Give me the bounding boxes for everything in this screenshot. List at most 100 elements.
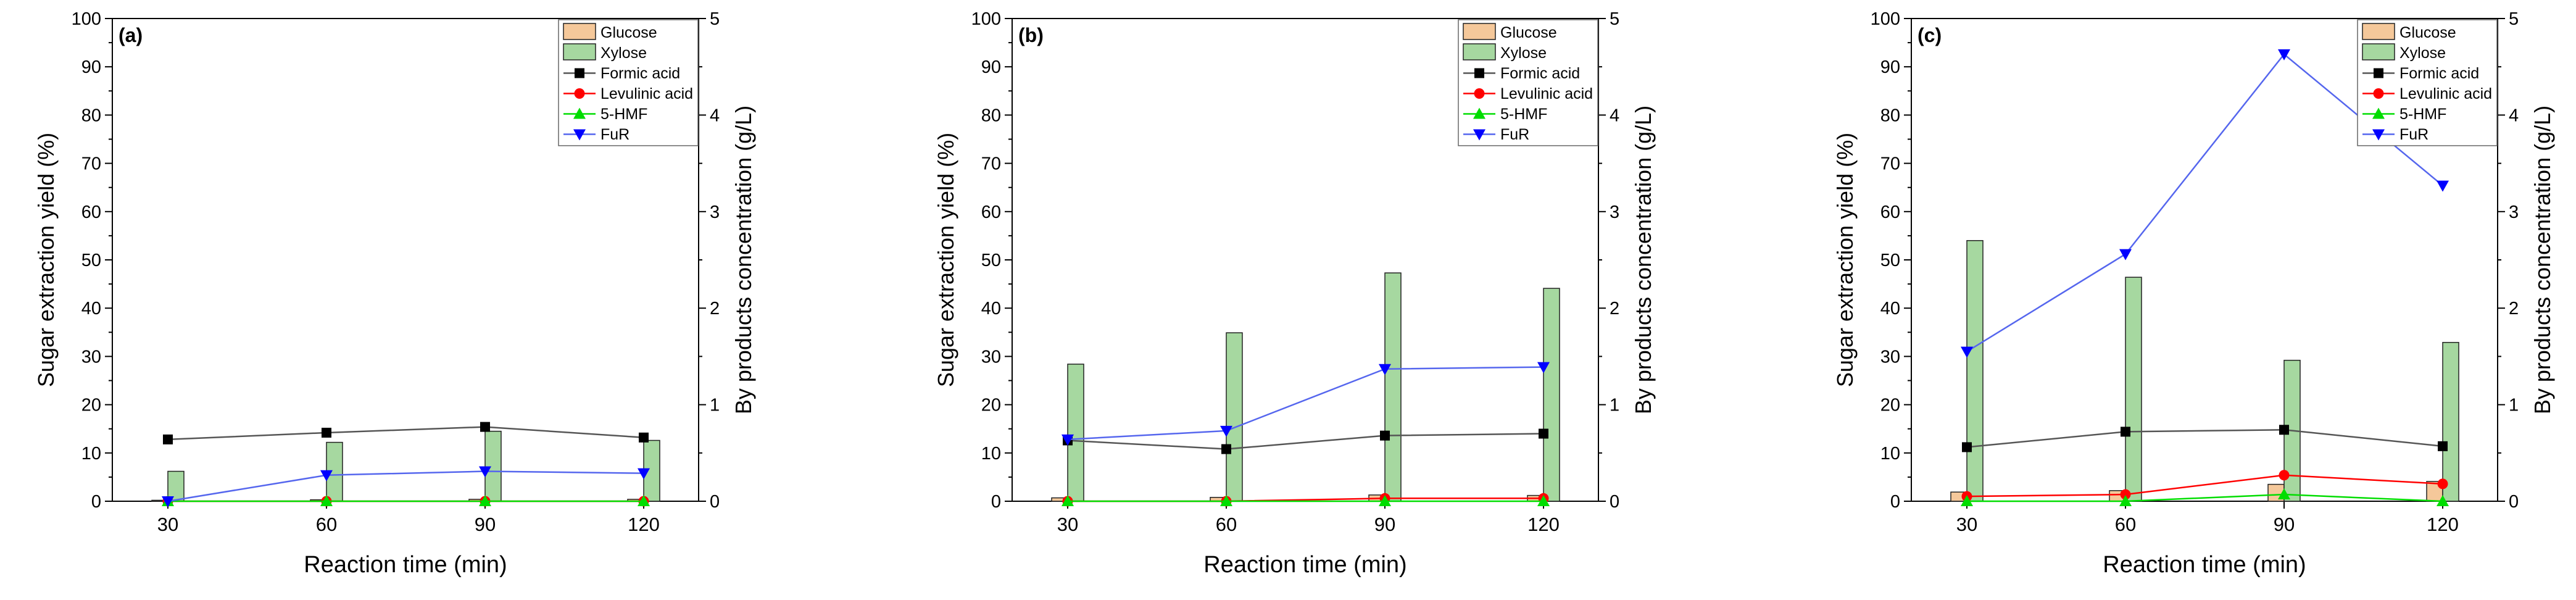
y-tick-label: 20 <box>1880 396 1900 415</box>
5-hmf-point <box>1220 495 1232 506</box>
5-hmf-point <box>320 495 333 506</box>
xylose-bar <box>1384 272 1402 502</box>
y2-tick-label: 0 <box>2509 492 2519 512</box>
formic-acid-line <box>167 426 644 441</box>
fur-point <box>479 466 491 478</box>
y-tick-label: 30 <box>81 347 101 367</box>
levulinic-acid-line <box>1966 474 2443 498</box>
legend-label: Formic acid <box>2399 65 2479 82</box>
y-tick-label: 60 <box>81 202 101 222</box>
x-tick-label: 90 <box>475 514 496 535</box>
x-tick-label: 60 <box>316 514 337 535</box>
5-hmf-point <box>1537 495 1550 506</box>
y-tick-label: 100 <box>971 9 1001 29</box>
xylose-bar <box>167 470 185 502</box>
formic-acid-point <box>2121 427 2130 437</box>
y2-tick-label: 3 <box>710 202 720 222</box>
y2-tick-label: 1 <box>2509 396 2519 415</box>
legend: Glucose Xylose Formic acid Levulinic acid 5-… <box>558 19 699 146</box>
y-tick-label: 40 <box>81 299 101 319</box>
x-tick-label: 60 <box>1216 514 1237 535</box>
formic-acid-point <box>1962 442 1972 452</box>
legend-label: Levulinic acid <box>600 85 693 102</box>
panel-c: 0 10 20 30 40 50 60 70 80 90 100 0 1 2 3 4 5 30 60 90 120 Rea… <box>1832 9 2555 578</box>
legend-marker <box>573 107 586 119</box>
5-hmf-point <box>2119 495 2132 506</box>
legend-label: Formic acid <box>600 65 680 82</box>
formic-acid-point <box>322 427 331 438</box>
fur-point <box>1961 346 1973 358</box>
y2-tick-label: 2 <box>2509 299 2519 319</box>
y-tick-label: 10 <box>1880 444 1900 464</box>
legend-marker <box>2372 107 2385 119</box>
5-hmf-point <box>2437 495 2449 506</box>
x-tick-label: 30 <box>1057 514 1078 535</box>
fur-point <box>2119 249 2132 260</box>
y2-tick-label: 0 <box>710 492 720 512</box>
formic-acid-point <box>1539 428 1548 439</box>
x-tick-label: 90 <box>1374 514 1395 535</box>
y-tick-label: 80 <box>1880 106 1900 125</box>
y2-tick-label: 4 <box>1610 106 1619 125</box>
legend-swatch <box>1463 23 1496 40</box>
y-tick-label: 0 <box>991 492 1001 512</box>
legend-box <box>558 19 699 146</box>
legend-marker <box>1473 107 1485 119</box>
xylose-bar <box>1543 288 1560 502</box>
x-tick-label: 120 <box>628 514 660 535</box>
y-tick-label: 40 <box>981 299 1001 319</box>
fur-line <box>1067 366 1544 441</box>
y-tick-label: 30 <box>1880 347 1900 367</box>
y2-tick-label: 2 <box>1610 299 1619 319</box>
y-tick-label: 50 <box>1880 251 1900 270</box>
y-tick-label: 80 <box>981 106 1001 125</box>
y-tick-label: 30 <box>981 347 1001 367</box>
y-tick-label: 60 <box>1880 202 1900 222</box>
y-tick-label: 90 <box>81 57 101 77</box>
y2-tick-label: 1 <box>1610 396 1619 415</box>
formic-acid-point <box>1380 430 1390 441</box>
legend-box <box>2357 19 2498 146</box>
y-tick-label: 0 <box>1890 492 1900 512</box>
y-axis-title: Sugar extraction yield (%) <box>33 133 59 387</box>
y-tick-label: 50 <box>981 251 1001 270</box>
formic-acid-point <box>639 432 649 443</box>
legend-marker <box>2372 129 2385 141</box>
formic-acid-point <box>163 434 173 444</box>
y-tick-label: 0 <box>91 492 101 512</box>
y2-tick-label: 3 <box>2509 202 2519 222</box>
fur-line <box>167 470 644 502</box>
y-tick-label: 20 <box>981 396 1001 415</box>
panel-label: (b) <box>1018 24 1044 46</box>
y2-axis-title: By products concentration (g/L) <box>731 106 756 414</box>
x-axis-title: Reaction time (min) <box>1203 552 1406 578</box>
legend-label: Glucose <box>1500 24 1557 41</box>
5-hmf-point <box>1062 495 1074 506</box>
5-hmf-line <box>1967 493 2443 502</box>
y-tick-label: 90 <box>1880 57 1900 77</box>
y-tick-label: 90 <box>981 57 1001 77</box>
y2-tick-label: 1 <box>710 396 720 415</box>
y-tick-label: 70 <box>981 154 1001 174</box>
legend: Glucose Xylose Formic acid Levulinic acid 5-… <box>1458 19 1598 146</box>
panel-label: (a) <box>118 24 143 46</box>
y2-tick-label: 5 <box>1610 9 1619 29</box>
x-tick-label: 30 <box>1956 514 1977 535</box>
legend-swatch <box>1463 43 1496 60</box>
fur-point <box>1537 362 1550 373</box>
x-axis-title: Reaction time (min) <box>2103 552 2306 578</box>
legend-label: FuR <box>1500 126 1529 143</box>
xylose-bar <box>1067 364 1084 502</box>
formic-acid-line <box>1067 433 1544 450</box>
legend-marker <box>2373 88 2384 99</box>
legend-swatch <box>563 43 596 60</box>
xylose-bar <box>326 441 343 502</box>
legend-label: Levulinic acid <box>1500 85 1593 102</box>
panel-label: (c) <box>1917 24 1942 46</box>
y-tick-label: 20 <box>81 396 101 415</box>
y2-tick-label: 3 <box>1610 202 1619 222</box>
y-tick-label: 60 <box>981 202 1001 222</box>
y-tick-label: 10 <box>81 444 101 464</box>
